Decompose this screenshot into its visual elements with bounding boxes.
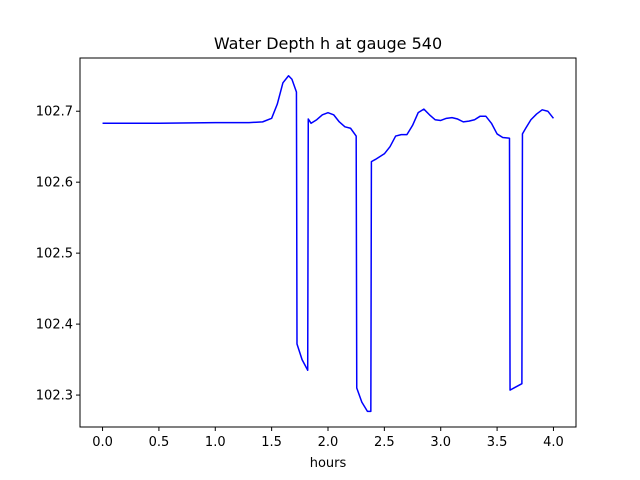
- y-tick-label: 102.5: [36, 247, 73, 262]
- x-axis: 0.0 0.5 1.0 1.5 2.0 2.5 3.0 3.5 4.0: [92, 427, 564, 450]
- x-tick-label: 4.0: [543, 435, 564, 450]
- x-tick-label: 0.5: [149, 435, 170, 450]
- x-tick-label: 0.0: [92, 435, 113, 450]
- y-tick-label: 102.3: [36, 389, 73, 404]
- x-tick-label: 3.0: [430, 435, 451, 450]
- x-tick-label: 2.0: [318, 435, 339, 450]
- y-tick-label: 102.6: [36, 176, 73, 191]
- y-tick-label: 102.7: [36, 105, 73, 120]
- x-tick-label: 1.0: [205, 435, 226, 450]
- series-line-water-depth: [102, 74, 555, 413]
- y-axis: 102.3 102.4 102.5 102.6 102.7: [36, 105, 80, 404]
- chart-title: Water Depth h at gauge 540: [214, 34, 442, 53]
- x-tick-label: 2.5: [374, 435, 395, 450]
- x-tick-label: 1.5: [261, 435, 282, 450]
- y-tick-label: 102.4: [36, 318, 73, 333]
- x-axis-label: hours: [310, 456, 347, 471]
- x-tick-label: 3.5: [487, 435, 508, 450]
